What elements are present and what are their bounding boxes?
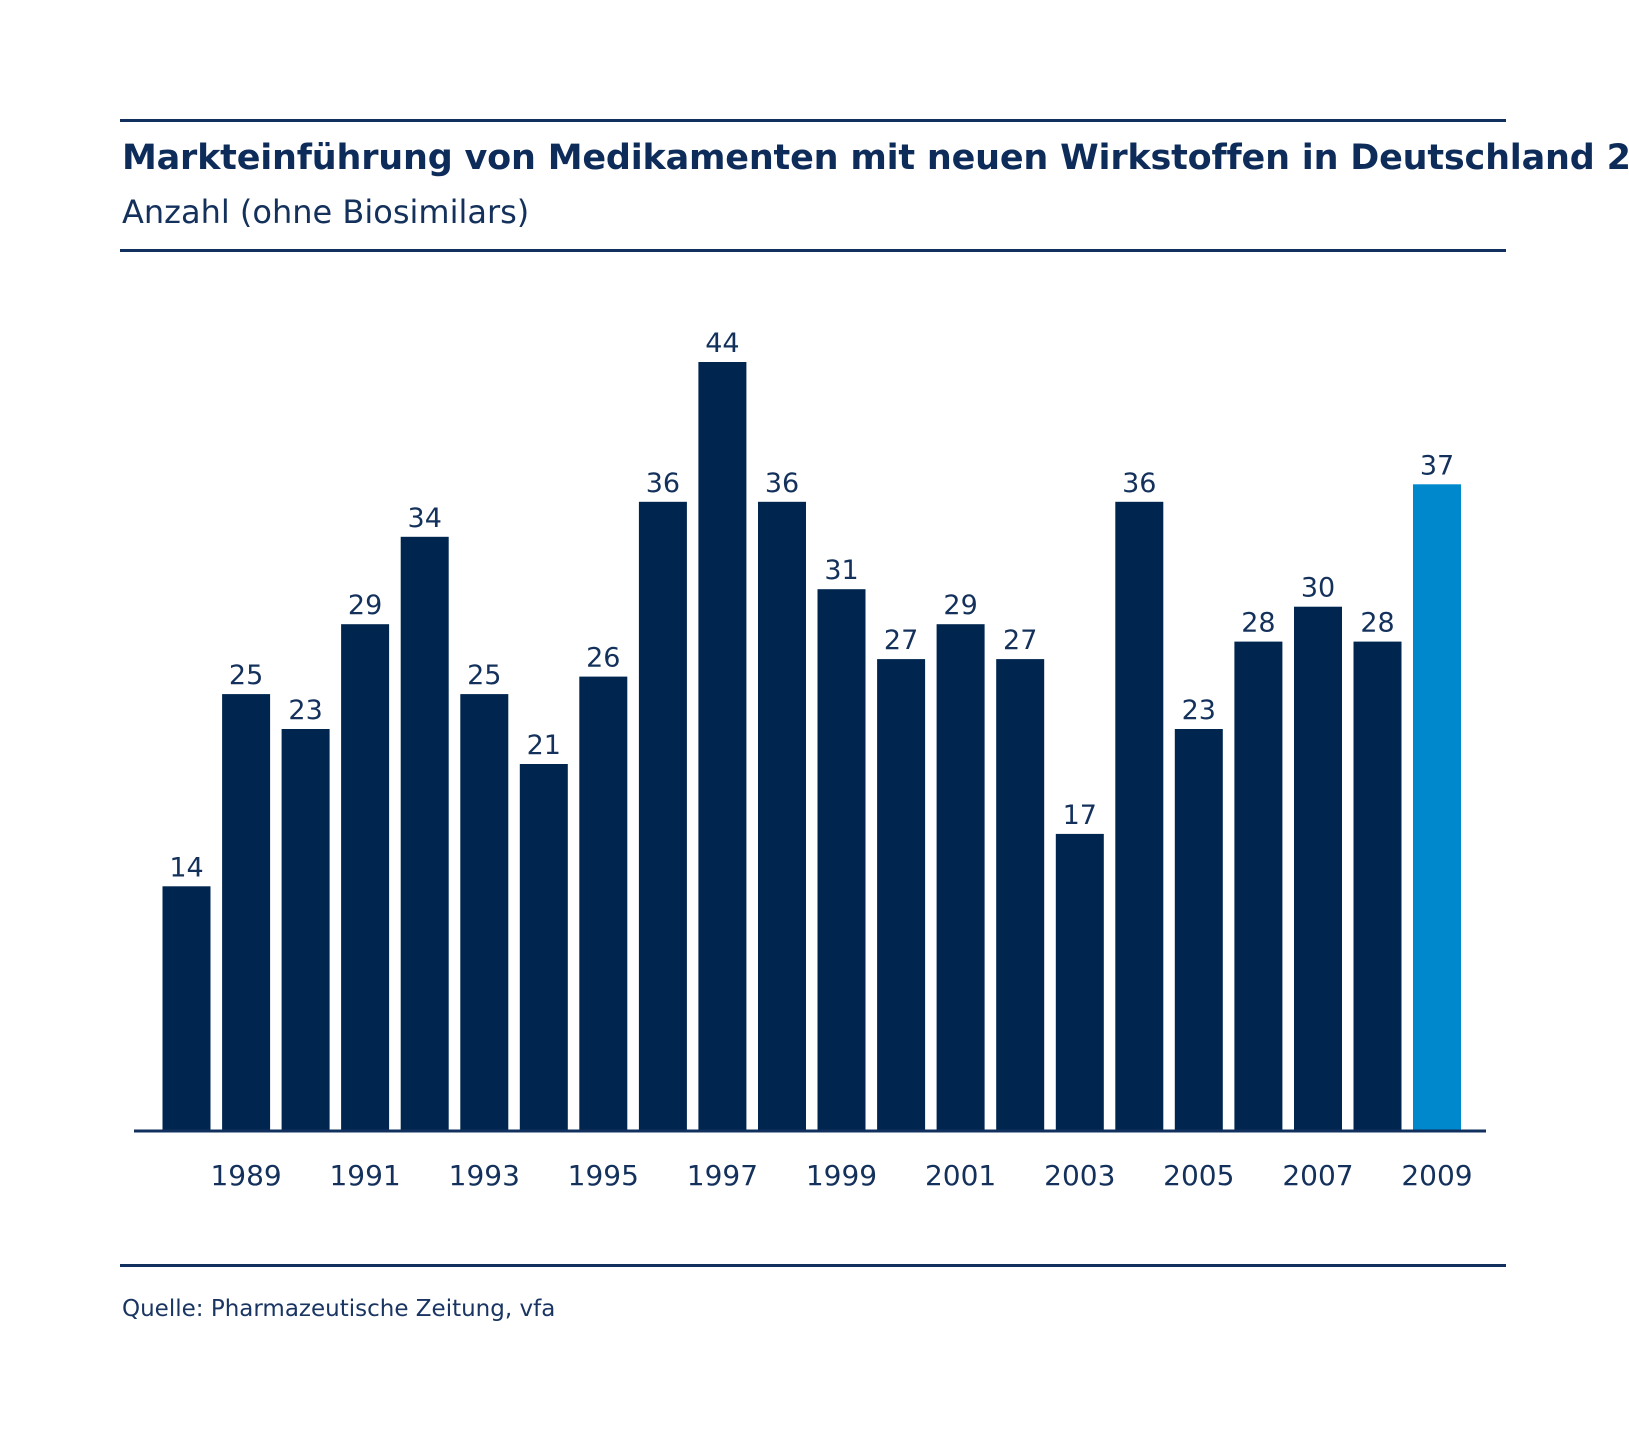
bars-group (162, 362, 1461, 1131)
value-label-2000: 27 (884, 625, 918, 656)
value-label-1997: 44 (705, 328, 739, 359)
bar-1995 (579, 676, 628, 1131)
value-label-1999: 31 (824, 555, 858, 586)
bar-2006 (1234, 641, 1283, 1131)
chart-subtitle: Anzahl (ohne Biosimilars) (122, 193, 530, 231)
x-tick-label-2001: 2001 (925, 1159, 996, 1192)
x-tick-label-2007: 2007 (1282, 1159, 1353, 1192)
bar-2002 (996, 659, 1045, 1131)
value-label-1996: 36 (646, 468, 680, 499)
x-tick-label-2005: 2005 (1163, 1159, 1234, 1192)
bar-1998 (758, 501, 806, 1131)
bar-1994 (519, 764, 568, 1131)
x-tick-label-1997: 1997 (687, 1159, 758, 1192)
value-label-2009: 37 (1420, 450, 1454, 481)
bar-1990 (281, 729, 330, 1131)
bar-1991 (341, 624, 390, 1131)
value-label-2004: 36 (1122, 468, 1156, 499)
value-label-1991: 29 (348, 590, 382, 621)
bar-1989 (222, 694, 271, 1131)
header-rule (120, 249, 1506, 252)
tick-labels-group: 1989 1991 1993 1995 1997 1999 2001 2003 2005 2007… (210, 1159, 1472, 1192)
x-tick-label-1991: 1991 (329, 1159, 400, 1192)
value-label-2008: 28 (1360, 608, 1394, 639)
value-labels-group: 14 25 23 29 34 25 21 26 36 44 36 31 27 29 27 17 36 23 28 30… (169, 328, 1454, 883)
x-tick-label-1989: 1989 (210, 1159, 281, 1192)
bar-1988 (162, 886, 211, 1131)
bar-1996 (638, 501, 687, 1131)
source-note: Quelle: Pharmazeutische Zeitung, vfa (122, 1296, 556, 1322)
value-label-2003: 17 (1063, 800, 1097, 831)
value-label-1995: 26 (586, 643, 620, 674)
value-label-1993: 25 (467, 660, 501, 691)
x-tick-label-1993: 1993 (449, 1159, 520, 1192)
bar-1999 (817, 589, 866, 1131)
footer-rule (120, 1264, 1506, 1267)
bar-2003 (1055, 833, 1104, 1131)
value-label-1989: 25 (229, 660, 263, 691)
value-label-1998: 36 (765, 468, 799, 499)
x-tick-label-1999: 1999 (806, 1159, 877, 1192)
bar-1992 (400, 536, 449, 1131)
value-label-2007: 30 (1301, 573, 1335, 604)
x-tick-label-2003: 2003 (1044, 1159, 1115, 1192)
bar-2005 (1174, 729, 1223, 1131)
bar-2007 (1294, 606, 1342, 1131)
bar-chart: 14 25 23 29 34 25 21 26 36 44 36 31 27 29 27 17 36 23 28 30… (134, 328, 1486, 1192)
top-rule (120, 119, 1506, 122)
value-label-2005: 23 (1182, 695, 1216, 726)
value-label-2006: 28 (1241, 608, 1275, 639)
bar-2009 (1413, 484, 1461, 1131)
value-label-1988: 14 (169, 852, 203, 883)
value-label-1990: 23 (288, 695, 322, 726)
x-tick-label-2009: 2009 (1401, 1159, 1472, 1192)
value-label-2001: 29 (943, 590, 977, 621)
value-label-1994: 21 (527, 730, 561, 761)
x-tick-label-1995: 1995 (568, 1159, 639, 1192)
bar-2001 (936, 624, 985, 1131)
bar-2008 (1353, 641, 1402, 1131)
bar-2004 (1115, 501, 1164, 1131)
bar-1997 (698, 362, 747, 1131)
value-label-1992: 34 (408, 503, 442, 534)
bar-2000 (877, 659, 926, 1131)
bar-1993 (460, 694, 509, 1131)
chart-title: Markteinführung von Medikamenten mit neu… (122, 138, 1629, 178)
value-label-2002: 27 (1003, 625, 1037, 656)
